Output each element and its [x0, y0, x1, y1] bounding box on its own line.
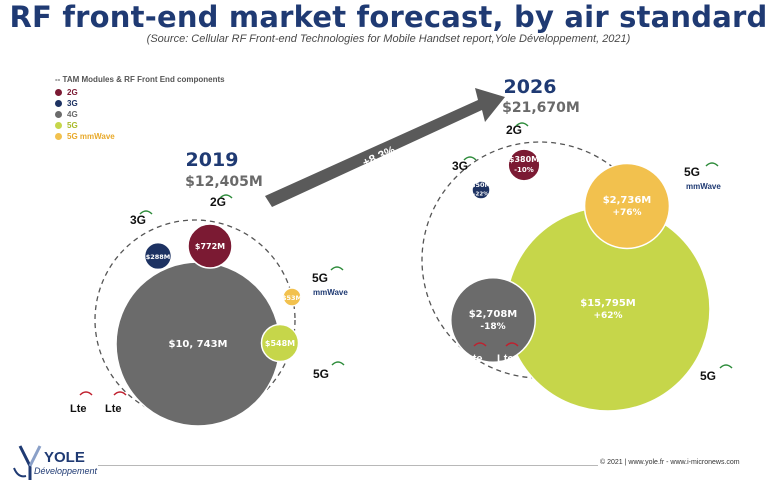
change-label-5g-2026: +62% [593, 311, 622, 321]
badge-5g-2026: 5G [700, 369, 716, 383]
growth-arrow [265, 88, 505, 207]
badge-lte-2026b: Lte [497, 353, 514, 365]
legend-item-5g: 5G [55, 120, 225, 131]
signal-icon-5 [515, 122, 529, 127]
signal-icon-9 [113, 391, 127, 396]
badge-3g-2026: 3G [452, 159, 468, 173]
value-label-5g-mmwave-2026: $2,736M [603, 195, 652, 206]
value-label-4g-2019: $10, 743M [169, 339, 228, 350]
logo-name: YOLE [44, 449, 85, 466]
signal-icon-3 [331, 361, 345, 366]
badge-2g-2026: 2G [506, 123, 522, 137]
bubble-5g-mmwave-2026 [583, 162, 671, 250]
total-label-2026: $21,670M [502, 100, 580, 116]
value-label-3g-2019: $288M [146, 253, 171, 261]
badge-lte-2026a: Lte [466, 353, 483, 365]
value-label-4g-2026: $2,708M [469, 309, 518, 320]
bubble-2g-2026 [507, 148, 541, 182]
bubble-3g-2026 [471, 180, 491, 200]
badge-3g-2019: 3G [130, 213, 146, 227]
badge-2g-2019: 2G [210, 195, 226, 209]
legend-swatch-4g [55, 111, 62, 118]
legend-label-5g: 5G [67, 121, 78, 130]
badge-lte-2019b: Lte [105, 403, 122, 415]
year-label-2019: 2019 [186, 149, 239, 171]
signal-icon-7 [719, 364, 733, 369]
yole-logo: YOLE Développement [13, 445, 98, 480]
value-label-2g-2026: $380M [509, 155, 539, 164]
legend-swatch-5g-mmwave [55, 133, 62, 140]
signal-icon-0 [139, 210, 153, 215]
legend-label-4g: 4G [67, 110, 78, 119]
chart-title: RF front-end market forecast, by air sta… [9, 0, 768, 34]
value-label-5g-2026: $15,795M [580, 298, 636, 309]
legend: -- TAM Modules & RF Front End components… [55, 74, 225, 142]
change-label-5g-mmwave-2026: +76% [612, 208, 641, 218]
signal-icon-4 [463, 156, 477, 161]
logo-sub: Développement [34, 466, 98, 476]
signal-icon-1 [219, 194, 233, 199]
legend-header: -- TAM Modules & RF Front End components [55, 75, 225, 84]
value-label-2g-2019: $772M [195, 242, 225, 251]
change-label-3g-2026: -22% [473, 192, 489, 198]
signal-icon-11 [505, 342, 519, 347]
change-label-4g-2026: -18% [480, 322, 505, 332]
legend-swatch-3g [55, 100, 62, 107]
signal-icon-8 [79, 391, 93, 396]
footer-divider [98, 465, 598, 466]
legend-swatch-2g [55, 89, 62, 96]
legend-item-3g: 3G [55, 98, 225, 109]
footer-copyright: © 2021 | www.yole.fr - www.i-micronews.c… [600, 459, 740, 466]
bubble-3g-2019 [143, 241, 173, 271]
signal-icon-6 [705, 162, 719, 167]
bubble-5g-mmwave-2019 [282, 287, 302, 307]
legend-item-4g: 4G [55, 109, 225, 120]
total-label-2019: $12,405M [185, 174, 263, 190]
signal-icon-10 [473, 342, 487, 347]
bubble-4g-2026 [450, 277, 536, 363]
legend-swatch-5g [55, 122, 62, 129]
bubble-5g-2019 [260, 323, 300, 363]
legend-item-5g-mmwave: 5G mmWave [55, 131, 225, 142]
badge-mmwave-2026: mmWave [686, 182, 721, 191]
value-label-5g-mmwave-2019: $53M [282, 294, 302, 302]
legend-label-5g-mmwave: 5G mmWave [67, 132, 115, 141]
legend-label-2g: 2G [67, 88, 78, 97]
badge-5g-2019: 5G [313, 367, 329, 381]
bubble-2g-2019 [187, 223, 233, 269]
badge-5g-mmwave-2019: 5G [312, 271, 328, 285]
legend-label-3g: 3G [67, 99, 78, 108]
legend-item-2g: 2G [55, 87, 225, 98]
badge-mmwave-2019: mmWave [313, 288, 348, 297]
year-label-2026: 2026 [504, 76, 557, 98]
chart-subtitle: (Source: Cellular RF Front-end Technolog… [146, 33, 631, 45]
value-label-3g-2026: $50M [471, 181, 491, 189]
value-label-5g-2019: $548M [265, 339, 295, 348]
change-label-2g-2026: -10% [514, 166, 534, 174]
signal-icon-2 [330, 266, 344, 271]
badge-5g-mmwave-2026: 5G [684, 165, 700, 179]
badge-lte-2019a: Lte [70, 403, 87, 415]
